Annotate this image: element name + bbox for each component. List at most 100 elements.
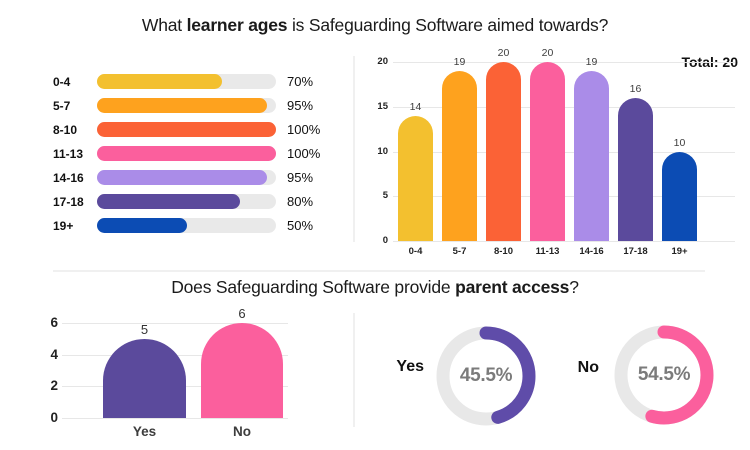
- hbar-fill-8-10: [97, 122, 276, 137]
- donut-no: 54.5%: [614, 325, 714, 425]
- hbar-fill-0-4: [97, 74, 223, 89]
- x-axis-tick-label: 17-18: [623, 246, 648, 257]
- gridline: [62, 418, 288, 419]
- column-value-label: 6: [238, 306, 246, 321]
- column-17-18: [618, 97, 653, 241]
- hbar-track: [97, 146, 276, 161]
- y-axis-tick-label: 0: [382, 235, 388, 246]
- column-value-label: 19: [453, 55, 466, 68]
- hbar-row-11-13: 11-13 100%: [53, 146, 345, 161]
- gridline: [62, 323, 288, 324]
- hbar-row-0-4: 0-4 70%: [53, 74, 345, 89]
- hbar-percent-label: 95%: [287, 170, 314, 185]
- column-value-label: 19: [585, 55, 598, 68]
- title-suffix: ?: [569, 277, 579, 297]
- hbar-category-label: 5-7: [53, 98, 71, 113]
- hbar-track: [97, 170, 276, 185]
- ages-percent-chart: 0-4 70% 5-7 95% 8-10 100% 11-13 100% 14-16 95% 17-…: [53, 74, 345, 233]
- hbar-category-label: 17-18: [53, 194, 84, 209]
- hbar-row-14-16: 14-16 95%: [53, 170, 345, 185]
- y-axis-tick-label: 20: [377, 56, 388, 67]
- column-value-label: 20: [541, 47, 554, 59]
- column-yes: [103, 338, 186, 418]
- gridline: [393, 62, 735, 63]
- donut-percent-yes: 45.5%: [459, 365, 513, 386]
- parent-access-count-chart: 0 2 4 6 5 Yes 6 No: [40, 300, 325, 440]
- donut-arc-no: [614, 325, 714, 425]
- hbar-row-8-10: 8-10 100%: [53, 122, 345, 137]
- title-prefix: Does Safeguarding Software provide: [171, 277, 456, 297]
- x-axis-tick-label: 14-16: [579, 246, 604, 257]
- y-axis-tick-label: 4: [50, 346, 58, 362]
- hbar-track: [97, 74, 276, 89]
- x-axis-tick-label: 5-7: [452, 246, 467, 257]
- hbar-category-label: 14-16: [53, 170, 84, 185]
- x-axis-tick-label: Yes: [132, 424, 157, 439]
- donut-arc-yes: [436, 326, 536, 426]
- column-value-label: 16: [629, 82, 642, 95]
- hbar-percent-label: 80%: [287, 194, 314, 209]
- y-axis-tick-label: 15: [377, 100, 388, 112]
- hbar-percent-label: 100%: [287, 122, 321, 137]
- divider-horizontal: [53, 270, 705, 272]
- divider-vertical-top: [353, 56, 355, 242]
- title-bold-learner-ages: learner ages: [186, 15, 288, 35]
- gridline: [393, 241, 735, 242]
- hbar-fill-11-13: [97, 146, 276, 161]
- question-title-learner-ages: What learner ages is Safeguarding Softwa…: [0, 15, 750, 36]
- column-value-label: 14: [409, 100, 422, 113]
- column-5-7: [442, 70, 477, 241]
- title-suffix: is Safeguarding Software aimed towards?: [287, 15, 609, 35]
- x-axis-tick-label: No: [233, 424, 251, 439]
- hbar-percent-label: 95%: [287, 98, 314, 113]
- hbar-category-label: 0-4: [53, 74, 71, 89]
- donut-yes: 45.5%: [436, 326, 536, 426]
- column-8-10: [486, 62, 521, 241]
- hbar-fill-5-7: [97, 98, 268, 113]
- x-axis-tick-label: 19+: [671, 246, 688, 257]
- title-bold-parent-access: parent access: [455, 277, 570, 297]
- hbar-fill-14-16: [97, 170, 268, 185]
- y-axis-tick-label: 5: [382, 190, 388, 202]
- donut-label-no: No: [577, 359, 599, 376]
- x-axis-tick-label: 0-4: [408, 246, 423, 257]
- hbar-fill-17-18: [97, 194, 241, 209]
- y-axis-tick-label: 6: [50, 315, 58, 330]
- donut-label-yes: Yes: [396, 358, 424, 375]
- column-value-label: 10: [673, 136, 686, 149]
- donut-ring-yes: [436, 326, 536, 426]
- hbar-category-label: 11-13: [53, 146, 84, 161]
- hbar-fill-19plus: [97, 218, 187, 233]
- divider-vertical-bottom: [353, 313, 355, 427]
- ages-count-chart: Total: 20 0 5 10 15 20 14 0-4 19 5-7 20 8-10 20 11-1…: [360, 47, 738, 260]
- x-axis-tick-label: 11-13: [535, 246, 560, 257]
- donut-ring-no: [614, 325, 714, 425]
- column-14-16: [574, 70, 609, 241]
- hbar-row-19plus: 19+ 50%: [53, 218, 345, 233]
- hbar-category-label: 8-10: [53, 122, 78, 137]
- hbar-category-label: 19+: [53, 218, 74, 233]
- x-axis-tick-label: 8-10: [493, 246, 513, 257]
- hbar-track: [97, 218, 276, 233]
- column-11-13: [530, 62, 565, 241]
- hbar-percent-label: 70%: [287, 74, 314, 89]
- donut-percent-no: 54.5%: [637, 364, 691, 385]
- hbar-track: [97, 98, 276, 113]
- title-prefix: What: [141, 15, 187, 35]
- hbar-row-5-7: 5-7 95%: [53, 98, 345, 113]
- column-0-4: [398, 115, 433, 241]
- hbar-percent-label: 50%: [287, 218, 314, 233]
- column-value-label: 5: [140, 321, 149, 337]
- hbar-track: [97, 122, 276, 137]
- column-value-label: 20: [497, 47, 510, 59]
- question-title-parent-access: Does Safeguarding Software provide paren…: [0, 277, 750, 298]
- y-axis-tick-label: 2: [50, 378, 58, 394]
- hbar-row-17-18: 17-18 80%: [53, 194, 345, 209]
- y-axis-tick-label: 0: [50, 410, 58, 425]
- hbar-track: [97, 194, 276, 209]
- hbar-percent-label: 100%: [287, 146, 321, 161]
- y-axis-tick-label: 10: [377, 145, 388, 157]
- column-19plus: [662, 151, 697, 241]
- column-no: [201, 323, 283, 418]
